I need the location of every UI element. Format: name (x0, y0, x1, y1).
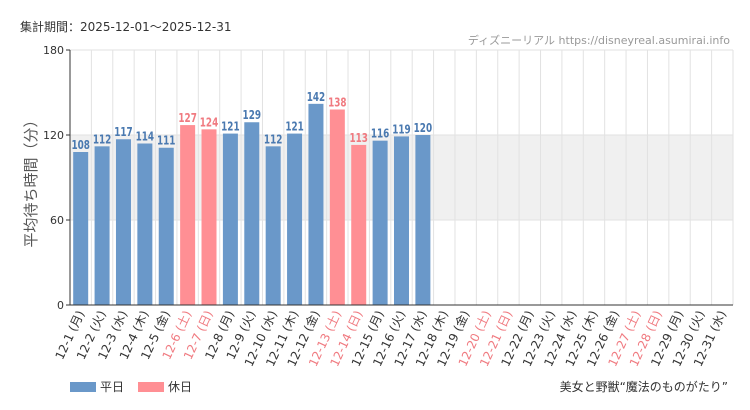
bar-value-label: 121 (221, 120, 240, 134)
legend-swatch-weekday (70, 381, 96, 392)
bar-value-label: 117 (114, 125, 133, 139)
bar (329, 109, 345, 305)
y-tick-label: 120 (43, 129, 64, 142)
bar-value-label: 120 (414, 121, 433, 135)
bar (415, 135, 431, 305)
bar (201, 129, 217, 305)
site-credit: ディズニーリアル https://disneyreal.asumirai.inf… (467, 34, 730, 47)
bar-value-label: 121 (285, 120, 304, 134)
bar-value-label: 119 (392, 122, 411, 136)
legend-item-holiday: 休日 (138, 378, 192, 395)
bar (180, 125, 196, 305)
bars (73, 103, 431, 305)
bar-value-label: 127 (178, 111, 197, 125)
bar (73, 152, 89, 305)
bar (265, 146, 281, 305)
y-axis: 0 60 120 180 (43, 44, 733, 312)
bar (137, 143, 153, 305)
bar-value-label: 113 (349, 131, 368, 145)
bar (115, 139, 131, 305)
x-axis: 12-1 (月)12-2 (火)12-3 (水)12-4 (木)12-5 (金)… (53, 308, 729, 369)
legend-label-weekday: 平日 (100, 380, 125, 394)
bar (394, 136, 409, 305)
bar (287, 133, 303, 305)
bar (244, 122, 260, 305)
bar-value-label: 142 (307, 90, 326, 104)
bar-value-label: 124 (200, 115, 219, 129)
bar (308, 103, 324, 305)
bar (372, 140, 388, 305)
bar-value-label: 138 (328, 96, 347, 110)
bar-value-label: 114 (136, 130, 155, 144)
legend: 平日 休日 (70, 378, 192, 395)
bar (94, 146, 110, 305)
bar-value-label: 108 (71, 138, 90, 152)
legend-label-holiday: 休日 (168, 380, 193, 394)
legend-item-weekday: 平日 (70, 378, 124, 395)
y-axis-title: 平均待ち時間（分） (22, 112, 40, 247)
bar (222, 133, 238, 305)
bar-value-label: 112 (264, 132, 283, 146)
attraction-name: 美女と野獣“魔法のものがたり” (559, 380, 728, 394)
y-tick-label: 180 (43, 44, 64, 57)
y-tick-label: 0 (57, 299, 64, 312)
bar (158, 147, 174, 305)
bar-value-label: 116 (371, 127, 390, 141)
bar (351, 144, 367, 305)
collection-period: 集計期間：2025-12-01～2025-12-31 (20, 20, 232, 34)
bar-value-label: 111 (157, 134, 176, 148)
bar-value-label: 129 (243, 108, 262, 122)
y-tick-label: 60 (50, 214, 64, 227)
bar-value-label: 112 (93, 132, 112, 146)
legend-swatch-holiday (138, 381, 165, 392)
